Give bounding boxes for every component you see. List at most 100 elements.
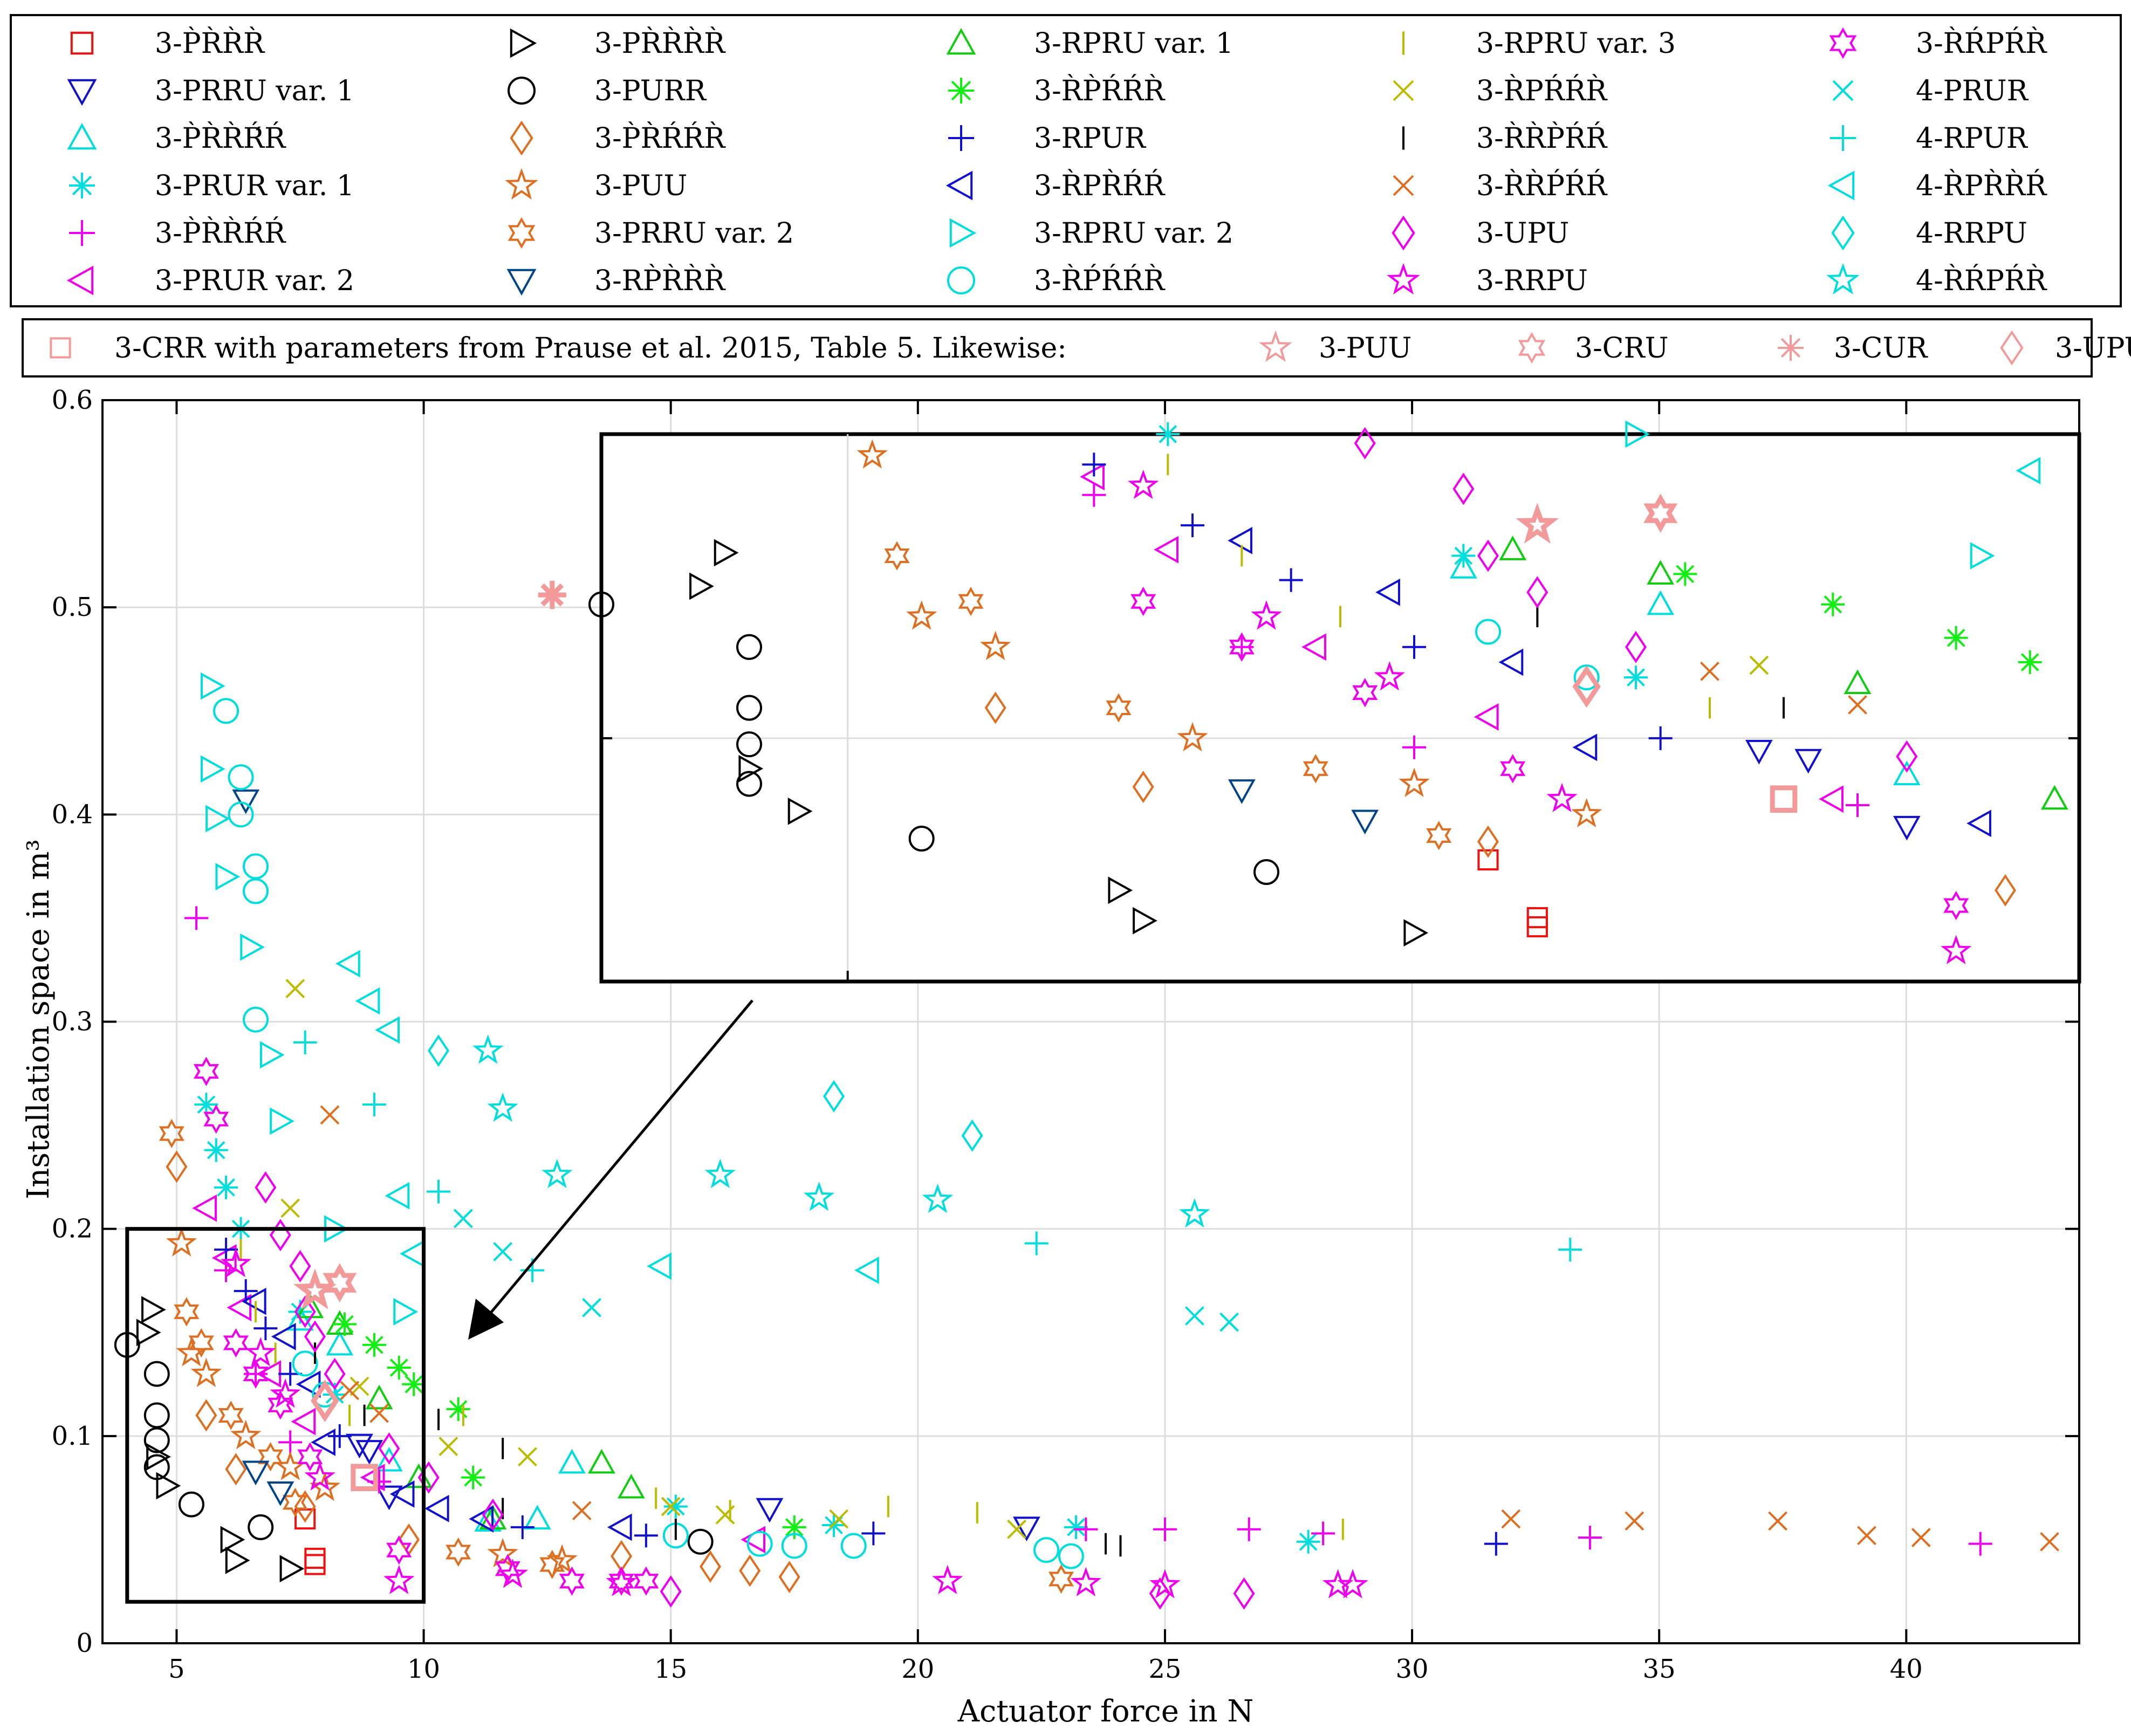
- data-point: [428, 1034, 450, 1067]
- data-point: [1501, 1509, 1521, 1529]
- zoom-data-point: [1893, 760, 1921, 786]
- data-point: [205, 805, 230, 833]
- zoom-data-point: [1133, 907, 1157, 935]
- data-point: [270, 1107, 294, 1135]
- series: [472, 1034, 1210, 1228]
- data-point: [195, 1399, 217, 1432]
- data-point: [778, 1561, 800, 1594]
- zoom-data-point: [1399, 767, 1430, 797]
- legend-marker: [1831, 215, 1855, 251]
- zoom-data-point: [736, 771, 762, 797]
- series: [166, 1227, 578, 1574]
- data-point: [242, 1460, 270, 1486]
- zoom-data-point: [1647, 560, 1675, 585]
- legend-marker: [1830, 125, 1856, 151]
- data-point: [1578, 1526, 1602, 1550]
- reference-legend-marker: [1259, 330, 1292, 362]
- data-point: [647, 1252, 671, 1280]
- series: [184, 906, 1992, 1556]
- data-point: [660, 1575, 682, 1608]
- legend-label: 3-R̀P̀ŔŔR̀: [1034, 74, 1166, 107]
- reference-point: [293, 1268, 337, 1309]
- legend-marker: [506, 269, 537, 296]
- data-point: [572, 1501, 592, 1521]
- data-point: [243, 878, 269, 904]
- legend-label: 4-RPUR: [1916, 122, 2029, 155]
- data-point: [493, 1242, 513, 1261]
- data-point: [230, 1419, 262, 1450]
- data-point: [203, 1104, 229, 1134]
- data-point: [214, 1175, 238, 1199]
- data-point: [143, 1427, 170, 1453]
- data-point: [375, 1016, 400, 1044]
- reference-legend-label: 3-CUR: [1834, 332, 1928, 365]
- reference-legend-text: 3-CRR with parameters from Prause et al.…: [114, 332, 1067, 365]
- data-point: [497, 1559, 529, 1588]
- data-point: [278, 1430, 303, 1454]
- legend-label: 3-R̀ŔPŔR̀: [1916, 26, 2047, 60]
- zoom-data-point: [2040, 785, 2068, 810]
- data-point: [192, 1194, 217, 1222]
- data-point: [304, 1547, 326, 1569]
- zoom-data-point: [1745, 739, 1773, 765]
- zoom-data-point: [1402, 735, 1426, 759]
- data-point: [746, 1531, 773, 1557]
- zoom-data-point: [1452, 472, 1475, 505]
- legend-label: 3-PRUR var. 1: [155, 170, 354, 202]
- data-point: [2040, 1532, 2059, 1552]
- legend-marker: [67, 122, 97, 150]
- data-point: [297, 1442, 323, 1472]
- data-point: [228, 764, 254, 791]
- zoom-data-point: [1571, 798, 1602, 828]
- data-point: [248, 1514, 274, 1540]
- reference-legend-marker: [2000, 330, 2024, 366]
- reference-legend: 3-CRR with parameters from Prause et al.…: [50, 330, 2131, 366]
- data-point: [136, 1319, 161, 1347]
- legend-label: 3-PUU: [594, 170, 687, 202]
- data-point: [1184, 1306, 1204, 1326]
- zoom-data-point: [1132, 771, 1154, 804]
- series: [428, 1034, 983, 1152]
- zoom-data-point: [1451, 544, 1476, 568]
- data-point: [608, 1566, 634, 1596]
- legend-label: 3-R̀R̀ṔŔŔ: [1476, 169, 1608, 202]
- reference-legend-marker: [1518, 332, 1546, 364]
- data-point: [1857, 1526, 1876, 1546]
- zoom-data-point: [1572, 733, 1598, 761]
- series: [232, 789, 294, 1506]
- series: [332, 1312, 806, 1539]
- zoom-data-point: [1966, 809, 1991, 838]
- y-tick-label: 0.2: [52, 1214, 93, 1244]
- zoom-data-point: [1156, 422, 1180, 446]
- zoom-data-point: [1526, 576, 1548, 609]
- data-point: [292, 1350, 318, 1377]
- data-point: [304, 1320, 326, 1353]
- data-point: [227, 1294, 252, 1322]
- zoom-data-point: [738, 754, 764, 783]
- data-point: [332, 1312, 357, 1336]
- legend-label: 3-PRRU var. 1: [155, 75, 354, 107]
- data-point: [1024, 1231, 1049, 1255]
- zoom-data-point: [1749, 655, 1769, 675]
- data-point: [362, 1333, 386, 1357]
- zoom-data-point: [1821, 592, 1845, 616]
- data-point: [523, 1505, 551, 1530]
- data-point: [823, 1080, 845, 1113]
- legend-label: 4-R̀ŔPŔR̀: [1916, 264, 2047, 297]
- data-point: [156, 1472, 181, 1500]
- legend-marker: [946, 28, 976, 55]
- data-point: [1233, 1577, 1255, 1610]
- legend-marker: [1387, 263, 1420, 295]
- data-point: [375, 1485, 403, 1511]
- data-point: [143, 1454, 170, 1480]
- data-point: [223, 1328, 249, 1358]
- y-tick-label: 0.6: [52, 385, 93, 415]
- x-tick-label: 35: [1643, 1654, 1676, 1684]
- data-point: [389, 1480, 415, 1508]
- data-point: [200, 755, 225, 783]
- zoom-data-point: [787, 797, 813, 825]
- legend-marker: [1832, 80, 1854, 101]
- data-point: [194, 1093, 218, 1117]
- data-point: [340, 1381, 360, 1401]
- reference-legend-label: 3-CRU: [1575, 332, 1668, 365]
